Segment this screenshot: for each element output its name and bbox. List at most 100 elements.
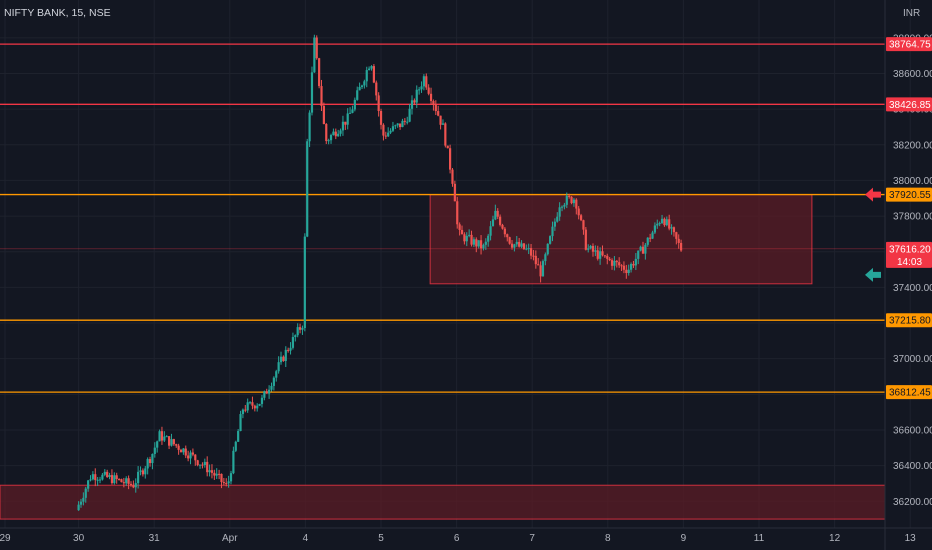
candle-down	[446, 145, 449, 149]
level-tag-label: 37215.80	[889, 316, 931, 327]
candle-up	[156, 441, 159, 448]
x-tick-label: Apr	[222, 533, 238, 544]
candle-down	[384, 135, 387, 137]
candle-up	[227, 481, 230, 484]
candle-down	[325, 124, 328, 142]
candle-up	[296, 327, 299, 336]
candle-down	[413, 100, 416, 103]
candle-down	[610, 260, 614, 266]
candle-down	[220, 473, 223, 483]
candle-up	[477, 240, 480, 247]
candle-up	[96, 479, 99, 481]
y-tick-label: 37400.00	[893, 283, 932, 294]
candle-down	[568, 195, 571, 197]
candle-up	[656, 223, 659, 226]
candle-up	[284, 349, 287, 361]
candle-up	[546, 243, 549, 255]
candle-up	[658, 223, 661, 225]
candle-up	[544, 254, 547, 262]
candle-down	[501, 224, 504, 229]
candle-up	[422, 76, 426, 87]
candle-down	[434, 104, 437, 112]
candle-up	[182, 448, 185, 453]
candle-up	[153, 447, 156, 454]
candle-down	[282, 356, 285, 361]
candle-down	[463, 234, 466, 242]
horizontal-levels[interactable]	[0, 43, 885, 393]
candle-up	[515, 241, 518, 245]
candle-down	[251, 402, 254, 406]
candle-up	[665, 219, 668, 226]
level-tag-label: 36812.45	[889, 388, 931, 399]
candle-down	[191, 452, 195, 455]
candle-up	[203, 461, 206, 466]
x-tick-label: 6	[454, 533, 460, 544]
y-tick-label: 36400.00	[893, 461, 932, 472]
candle-up	[256, 405, 259, 409]
sell-arrow	[865, 187, 881, 202]
candle-down	[596, 250, 599, 259]
candle-down	[603, 255, 606, 257]
candle-down	[539, 265, 542, 277]
candle-up	[651, 232, 654, 239]
candle-up	[144, 468, 147, 475]
candle-down	[506, 234, 509, 238]
candle-down	[253, 405, 256, 409]
candle-down	[529, 248, 533, 256]
candle-up	[341, 121, 345, 131]
buy-arrow	[865, 267, 881, 282]
candle-down	[117, 479, 121, 481]
candle-down	[675, 232, 678, 239]
candle-down	[175, 444, 178, 446]
x-tick-label: 8	[605, 533, 611, 544]
candle-up	[329, 135, 333, 141]
candle-up	[101, 474, 104, 480]
candle-down	[668, 219, 671, 229]
candle-down	[179, 449, 183, 453]
candle-up	[527, 248, 530, 250]
currency-label[interactable]: INR	[903, 8, 920, 19]
candle-down	[94, 474, 97, 481]
candle-up	[565, 195, 568, 205]
x-tick-label: 12	[829, 533, 841, 544]
candle-up	[170, 439, 173, 446]
candle-down	[458, 224, 461, 230]
candle-down	[470, 234, 473, 245]
candle-up	[275, 371, 278, 378]
candle-down	[620, 265, 623, 267]
level-tag-bg	[886, 187, 932, 202]
candle-down	[377, 95, 380, 111]
candle-up	[468, 234, 471, 236]
candle-down	[453, 183, 456, 202]
candle-down	[177, 445, 180, 450]
candle-up	[420, 86, 423, 90]
candle-up	[489, 226, 492, 236]
candle-up	[353, 99, 356, 110]
candle-down	[141, 470, 144, 475]
candle-down	[110, 475, 114, 484]
candle-up	[246, 402, 249, 411]
symbol-title[interactable]: NIFTY BANK, 15, NSE	[4, 7, 111, 19]
y-tick-label: 38200.00	[893, 140, 932, 151]
candle-up	[551, 226, 554, 237]
candle-up	[82, 497, 85, 502]
candle-up	[87, 480, 90, 489]
candle-down	[210, 470, 214, 473]
candle-down	[460, 229, 464, 235]
candle-up	[513, 244, 516, 248]
candle-up	[301, 328, 304, 330]
candle-down	[432, 101, 435, 105]
candle-down	[129, 483, 133, 486]
candle-down	[184, 448, 187, 456]
candle-down	[510, 243, 514, 248]
candle-up	[248, 402, 252, 404]
candle-up	[541, 261, 545, 277]
candle-up	[491, 219, 495, 227]
candle-down	[575, 199, 578, 209]
candle-down	[537, 264, 540, 266]
level-tag-label: 37920.55	[889, 190, 931, 201]
candle-down	[398, 123, 402, 128]
candle-up	[232, 450, 235, 474]
